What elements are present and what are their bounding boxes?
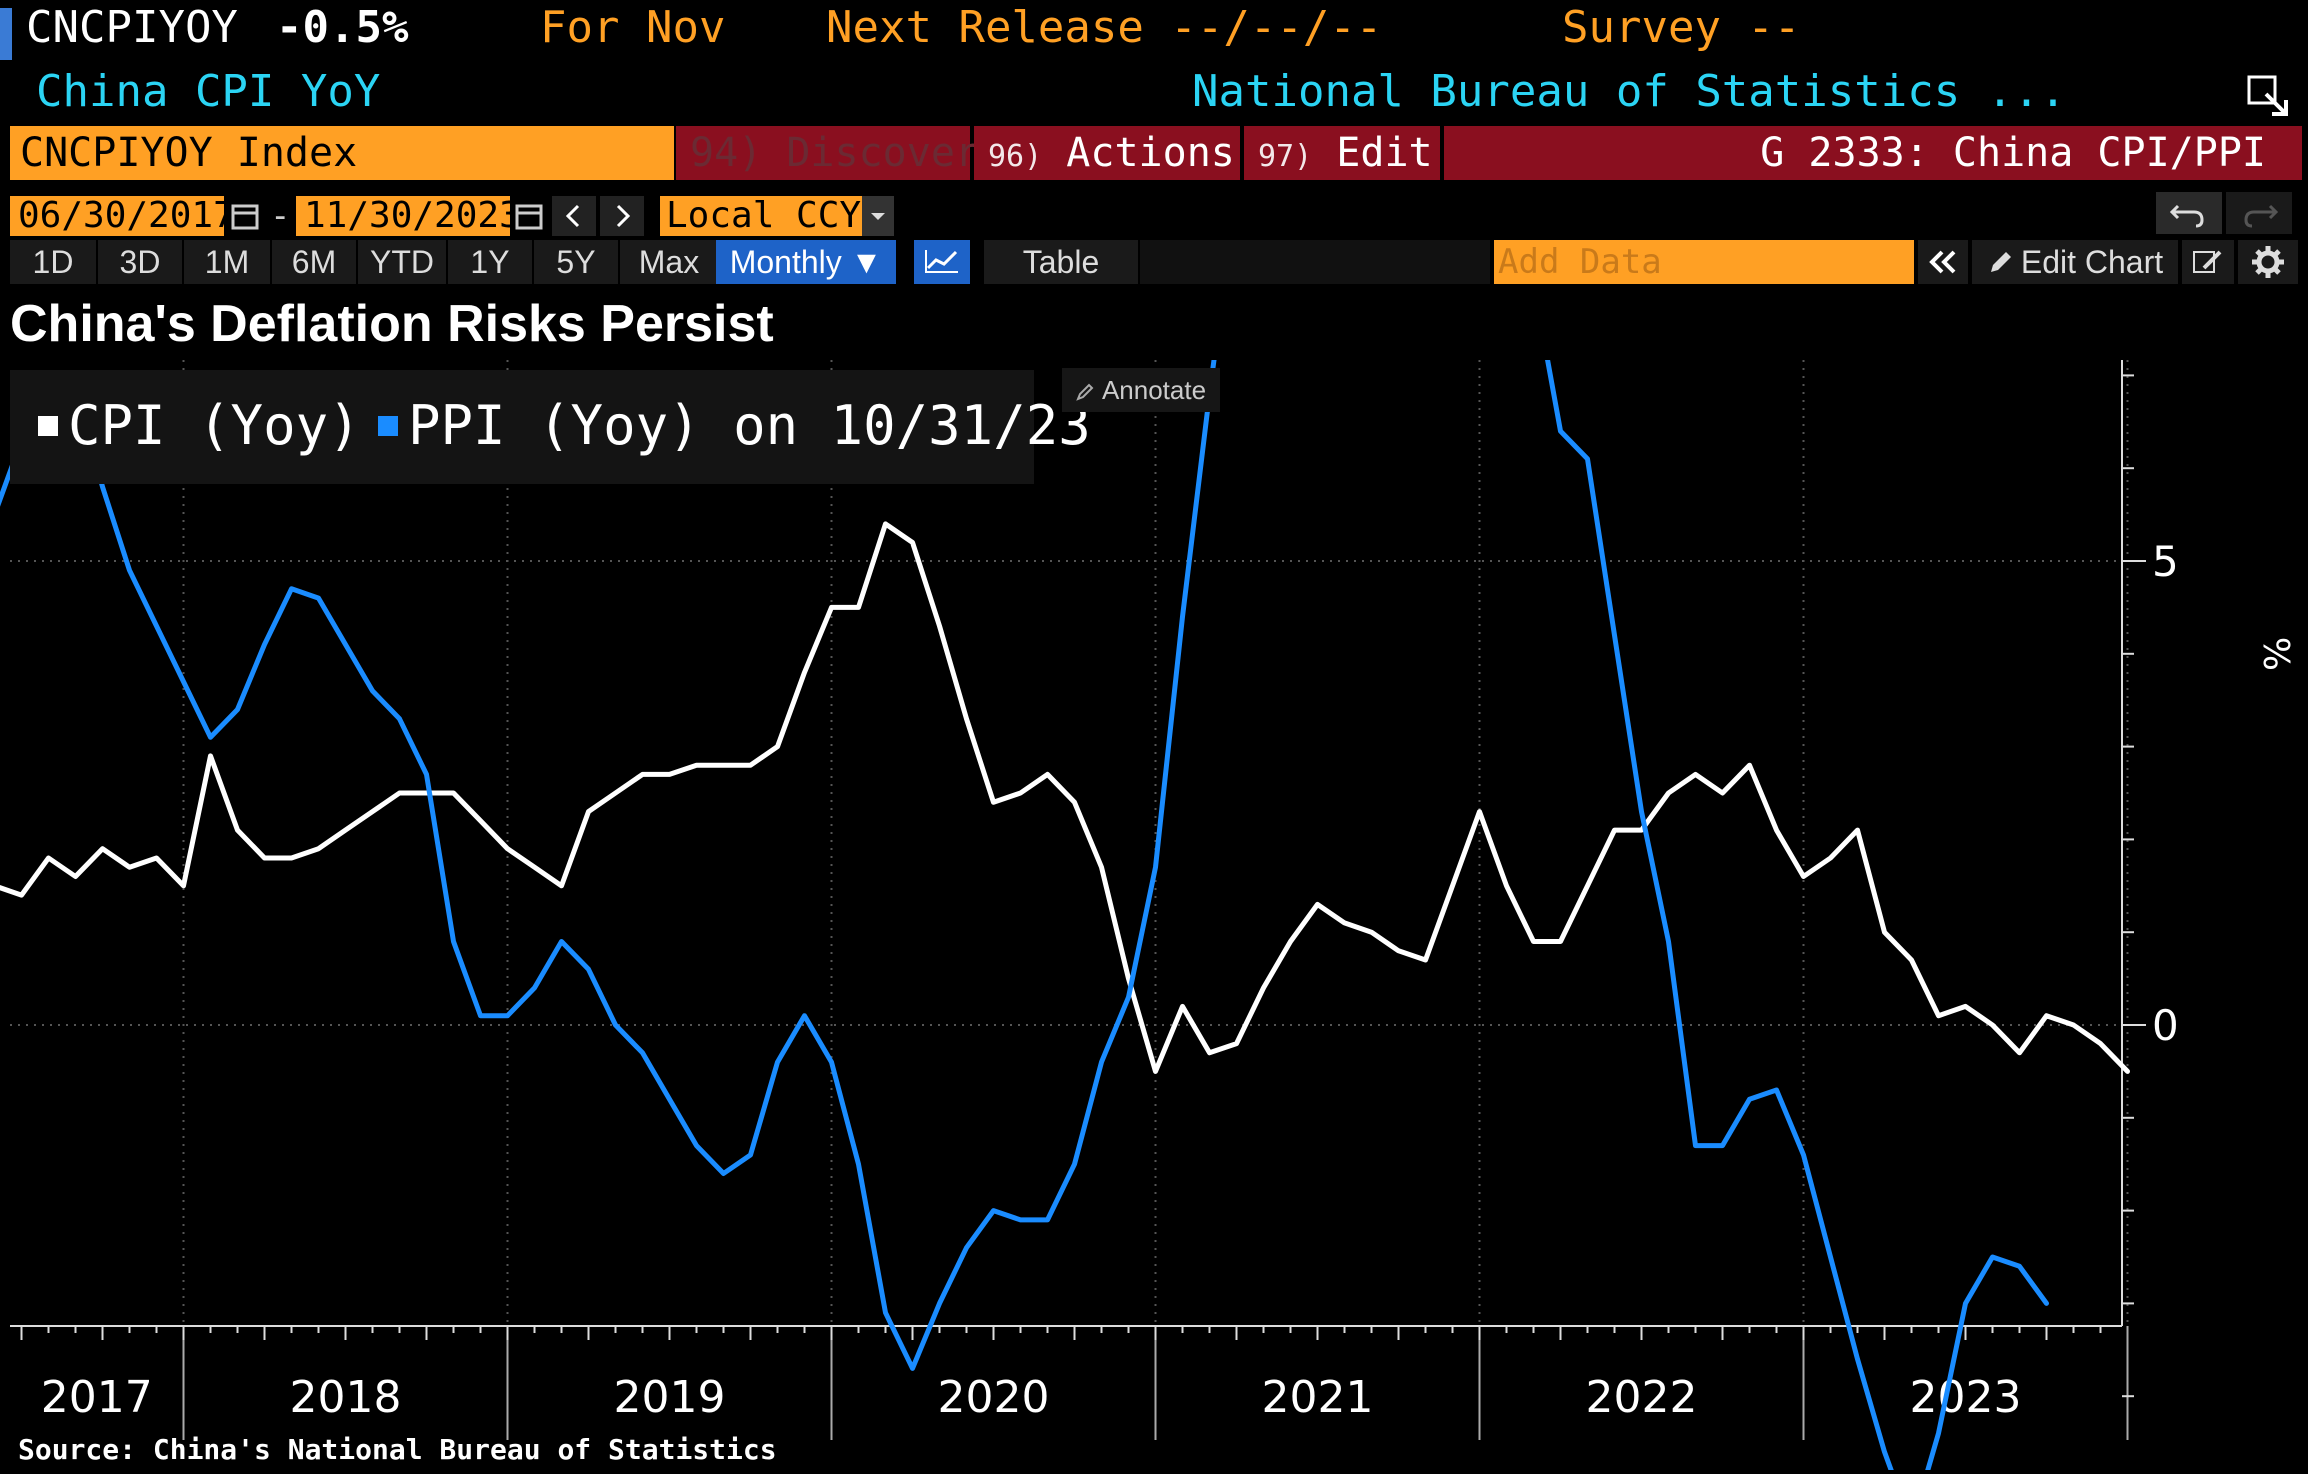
pencil-icon xyxy=(1987,243,2015,287)
function-title: G 2333: China CPI/PPI xyxy=(1444,126,2302,180)
period-button-5y[interactable]: 5Y xyxy=(534,240,618,284)
actions-shortcut: 96) xyxy=(988,139,1043,174)
y-tick-label: 0 xyxy=(2152,1001,2179,1050)
period-button-1y[interactable]: 1Y xyxy=(448,240,532,284)
pencil-icon xyxy=(1076,370,1096,414)
series-line-ppi xyxy=(0,360,2049,1470)
x-tick-label: 2020 xyxy=(938,1372,1050,1423)
last-value: -0.5% xyxy=(276,2,409,53)
ticker-color-marker xyxy=(0,8,12,60)
series-line-cpi xyxy=(0,521,2130,1074)
legend-label-cpi: CPI (Yoy) xyxy=(68,394,361,457)
toolbar-spacer xyxy=(1140,240,1490,284)
period-button-max[interactable]: Max xyxy=(620,240,718,284)
x-tick-label: 2017 xyxy=(41,1372,153,1423)
chart-title: China's Deflation Risks Persist xyxy=(10,295,774,353)
period-label: For Nov xyxy=(540,2,726,53)
gear-icon[interactable] xyxy=(2238,240,2298,284)
y-tick-label: 5 xyxy=(2152,537,2179,586)
frequency-select[interactable]: Monthly ▼ xyxy=(716,240,896,284)
chevron-down-icon[interactable] xyxy=(862,196,894,236)
period-button-ytd[interactable]: YTD xyxy=(358,240,446,284)
next-range-button[interactable] xyxy=(600,196,644,236)
y-axis-label: % xyxy=(2255,637,2296,671)
start-date-input[interactable]: 06/30/2017 xyxy=(10,196,235,236)
next-release: Next Release --/--/-- xyxy=(826,2,1383,53)
x-tick-label: 2022 xyxy=(1586,1372,1698,1423)
discover-button[interactable]: 94) Discover ▾ xyxy=(676,126,1027,180)
calendar-icon[interactable] xyxy=(228,198,262,234)
edit-chart-label: Edit Chart xyxy=(2020,244,2164,280)
period-button-1d[interactable]: 1D xyxy=(10,240,96,284)
edit-menu[interactable]: 97) Edit ▾ xyxy=(1244,126,1481,180)
edit-chart-button[interactable]: Edit Chart xyxy=(1972,240,2178,284)
edit-shortcut: 97) xyxy=(1258,139,1313,174)
calendar-icon[interactable] xyxy=(512,198,546,234)
undo-icon[interactable] xyxy=(2156,192,2222,234)
security-description: China CPI YoY xyxy=(36,66,381,117)
source-link[interactable]: National Bureau of Statistics ... xyxy=(1192,66,2067,117)
y-tick-label: -5 xyxy=(2152,1465,2194,1470)
expand-window-icon[interactable] xyxy=(2246,74,2292,120)
legend-label-ppi: PPI (Yoy) on 10/31/23 xyxy=(408,394,1091,457)
add-data-input[interactable]: Add Data xyxy=(1494,240,1914,284)
legend-swatch-ppi xyxy=(378,416,398,436)
annotate-button[interactable]: Annotate xyxy=(1062,368,1220,412)
survey-label: Survey -- xyxy=(1562,2,1801,53)
annotate-label: Annotate xyxy=(1101,375,1207,405)
legend-box: CPI (Yoy) PPI (Yoy) on 10/31/23 xyxy=(10,370,1091,484)
source-note: Source: China's National Bureau of Stati… xyxy=(18,1433,777,1466)
x-tick-label: 2019 xyxy=(614,1372,726,1423)
actions-menu[interactable]: 96) Actions ▾ xyxy=(974,126,1283,180)
legend-swatch-cpi xyxy=(38,416,58,436)
collapse-icon[interactable] xyxy=(1918,240,1968,284)
period-button-1m[interactable]: 1M xyxy=(184,240,270,284)
end-date-input[interactable]: 11/30/2023 xyxy=(296,196,521,236)
period-button-3d[interactable]: 3D xyxy=(98,240,182,284)
security-input[interactable]: CNCPIYOY Index xyxy=(10,126,674,180)
previous-range-button[interactable] xyxy=(552,196,596,236)
line-chart-icon[interactable] xyxy=(914,240,970,284)
period-button-6m[interactable]: 6M xyxy=(272,240,356,284)
date-separator: - xyxy=(270,196,291,236)
currency-select[interactable]: Local CCY xyxy=(660,196,862,236)
x-tick-label: 2023 xyxy=(1910,1372,2022,1423)
edit-style-icon[interactable] xyxy=(2182,240,2234,284)
ticker-symbol: CNCPIYOY xyxy=(26,2,238,53)
x-tick-label: 2021 xyxy=(1262,1372,1374,1423)
redo-icon[interactable] xyxy=(2226,192,2292,234)
x-tick-label: 2018 xyxy=(290,1372,402,1423)
table-view-button[interactable]: Table xyxy=(984,240,1138,284)
